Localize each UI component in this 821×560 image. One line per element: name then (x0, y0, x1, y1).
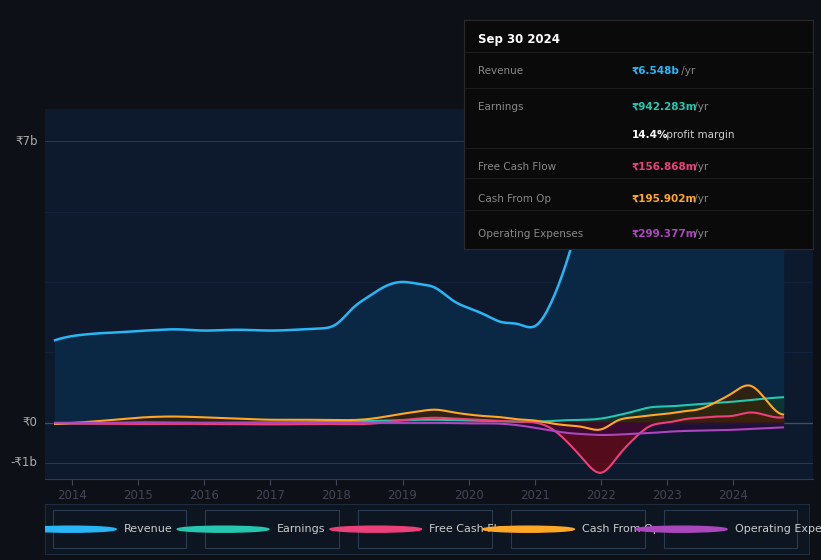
Text: /yr: /yr (691, 194, 709, 204)
Text: /yr: /yr (691, 228, 709, 239)
Text: ₹0: ₹0 (23, 416, 38, 429)
Text: Free Cash Flow: Free Cash Flow (478, 162, 556, 172)
Text: ₹7b: ₹7b (15, 135, 38, 148)
Text: -₹1b: -₹1b (11, 456, 38, 469)
Text: Operating Expenses: Operating Expenses (735, 524, 821, 534)
Text: Revenue: Revenue (478, 66, 523, 76)
Text: ₹942.283m: ₹942.283m (631, 102, 697, 112)
Circle shape (177, 526, 268, 532)
Text: /yr: /yr (678, 66, 695, 76)
Text: profit margin: profit margin (663, 130, 734, 140)
Text: Free Cash Flow: Free Cash Flow (429, 524, 513, 534)
Text: Operating Expenses: Operating Expenses (478, 228, 583, 239)
Text: Revenue: Revenue (124, 524, 172, 534)
Text: Earnings: Earnings (478, 102, 523, 112)
Text: 14.4%: 14.4% (631, 130, 667, 140)
Text: ₹299.377m: ₹299.377m (631, 228, 697, 239)
Text: Sep 30 2024: Sep 30 2024 (478, 34, 560, 46)
Text: Earnings: Earnings (277, 524, 325, 534)
Circle shape (330, 526, 421, 532)
Circle shape (25, 526, 116, 532)
Text: ₹156.868m: ₹156.868m (631, 162, 697, 172)
Text: Cash From Op: Cash From Op (478, 194, 551, 204)
Text: /yr: /yr (691, 102, 709, 112)
Text: ₹195.902m: ₹195.902m (631, 194, 697, 204)
Circle shape (483, 526, 574, 532)
Text: ₹6.548b: ₹6.548b (631, 66, 679, 76)
Circle shape (635, 526, 727, 532)
Text: /yr: /yr (691, 162, 709, 172)
Text: Cash From Op: Cash From Op (582, 524, 660, 534)
